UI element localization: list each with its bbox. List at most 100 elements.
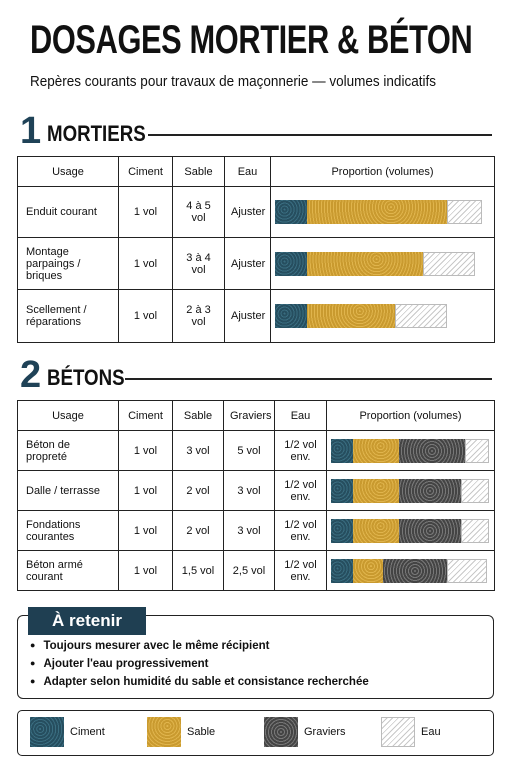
proportion-bar (275, 304, 490, 328)
cell: 1/2 vol env. (274, 550, 327, 591)
cell: 3 vol (172, 430, 224, 471)
cell: 3 à 4 vol (172, 237, 225, 290)
cell: Ajuster (224, 186, 271, 238)
proportion-bar (275, 200, 490, 224)
bar-segment (399, 478, 461, 503)
bar-segment (331, 518, 353, 543)
header-row: Usage Ciment Sable Eau Proportion (volumes) (17, 156, 495, 187)
proportion-bar (331, 478, 490, 503)
legend-label: Eau (421, 726, 441, 738)
bar-segment (353, 438, 399, 463)
row: Béton armé courant 1 vol 1,5 vol 2,5 vol 1/2… (17, 550, 495, 591)
bar-segment (353, 558, 383, 583)
proportion-cell (326, 510, 495, 551)
cell: 2 vol (172, 470, 224, 511)
header-cell: Sable (172, 156, 225, 187)
legend-swatch (147, 717, 181, 747)
row: Fondations courantes 1 vol 2 vol 3 vol 1/2 v… (17, 510, 495, 551)
bar-segment (307, 200, 447, 224)
cell: Scellement / réparations (17, 289, 119, 343)
legend-label: Sable (187, 726, 216, 738)
section-title: MORTIERS (47, 121, 146, 146)
cell: 1 vol (118, 550, 173, 591)
section-title: BÉTONS (47, 365, 125, 390)
bar-segment (465, 438, 489, 463)
proportion-cell (326, 550, 495, 591)
header-cell: Usage (17, 400, 119, 431)
bar-segment (447, 200, 482, 224)
subtitle: Repères courants pour travaux de maçonne… (30, 73, 436, 90)
header-cell: Graviers (223, 400, 275, 431)
bar-segment (307, 304, 395, 328)
header-cell: Ciment (118, 400, 173, 431)
section-rule (125, 378, 492, 380)
bar-segment (275, 251, 307, 276)
proportion-cell (270, 289, 495, 343)
bar-segment (353, 478, 399, 503)
cell: 3 vol (223, 510, 275, 551)
cell: 2 vol (172, 510, 224, 551)
cell: 5 vol (223, 430, 275, 471)
cell: Béton armé courant (17, 550, 119, 591)
cell: Dalle / terrasse (17, 470, 119, 511)
bar-segment (461, 518, 489, 543)
section-number: 1 (20, 110, 42, 152)
section-rule (148, 134, 492, 136)
header-cell: Eau (224, 156, 271, 187)
legend-box (17, 710, 494, 756)
bar-segment (307, 251, 423, 276)
proportion-cell (326, 430, 495, 471)
legend-swatch (264, 717, 298, 747)
reminder-item: Toujours mesurer avec le même récipient (30, 640, 269, 652)
cell: 1,5 vol (172, 550, 224, 591)
cell: 1 vol (118, 237, 173, 290)
cell: Ajuster (224, 289, 271, 343)
row: Scellement / réparations 1 vol 2 à 3 vol Aj… (17, 289, 495, 343)
cell: Fondations courantes (17, 510, 119, 551)
proportion-bar (331, 438, 490, 463)
row: Enduit courant 1 vol 4 à 5 vol Ajuster (17, 186, 495, 238)
bar-segment (353, 518, 399, 543)
bar-segment (331, 478, 353, 503)
bar-segment (331, 558, 353, 583)
cell: 2 à 3 vol (172, 289, 225, 343)
cell: 1 vol (118, 289, 173, 343)
legend-swatch (30, 717, 64, 747)
cell: 1/2 vol env. (274, 430, 327, 471)
row: Montage parpaings / briques 1 vol 3 à 4 vo… (17, 237, 495, 290)
legend-label: Graviers (304, 726, 346, 738)
bar-segment (399, 438, 465, 463)
header-cell: Proportion (volumes) (326, 400, 495, 431)
cell: 1 vol (118, 430, 173, 471)
bar-segment (399, 518, 461, 543)
header-cell: Sable (172, 400, 224, 431)
cell: Béton de propreté (17, 430, 119, 471)
bar-segment (423, 251, 475, 276)
bar-segment (395, 304, 447, 328)
bar-segment (447, 558, 487, 583)
cell: Enduit courant (17, 186, 119, 238)
bar-segment (461, 478, 489, 503)
legend-swatch (381, 717, 415, 747)
reminder-item: Adapter selon humidité du sable et consi… (30, 676, 368, 688)
cell: Montage parpaings / briques (17, 237, 119, 290)
section-number: 2 (20, 354, 42, 396)
row: Béton de propreté 1 vol 3 vol 5 vol 1/2 vol … (17, 430, 495, 471)
legend-label: Ciment (70, 726, 105, 738)
proportion-bar (331, 518, 490, 543)
table: Usage Ciment Sable Eau Proportion (volumes) E… (17, 156, 495, 343)
proportion-cell (270, 237, 495, 290)
bar-segment (383, 558, 447, 583)
bar-segment (331, 438, 353, 463)
proportion-cell (270, 186, 495, 238)
proportion-bar (275, 251, 490, 276)
reminder-box (17, 615, 494, 699)
cell: 1 vol (118, 470, 173, 511)
header-cell: Eau (274, 400, 327, 431)
cell: 4 à 5 vol (172, 186, 225, 238)
header-row: Usage Ciment Sable Graviers Eau Proportion (v… (17, 400, 495, 431)
header-cell: Proportion (volumes) (270, 156, 495, 187)
cell: 1 vol (118, 510, 173, 551)
header-cell: Ciment (118, 156, 173, 187)
cell: 3 vol (223, 470, 275, 511)
